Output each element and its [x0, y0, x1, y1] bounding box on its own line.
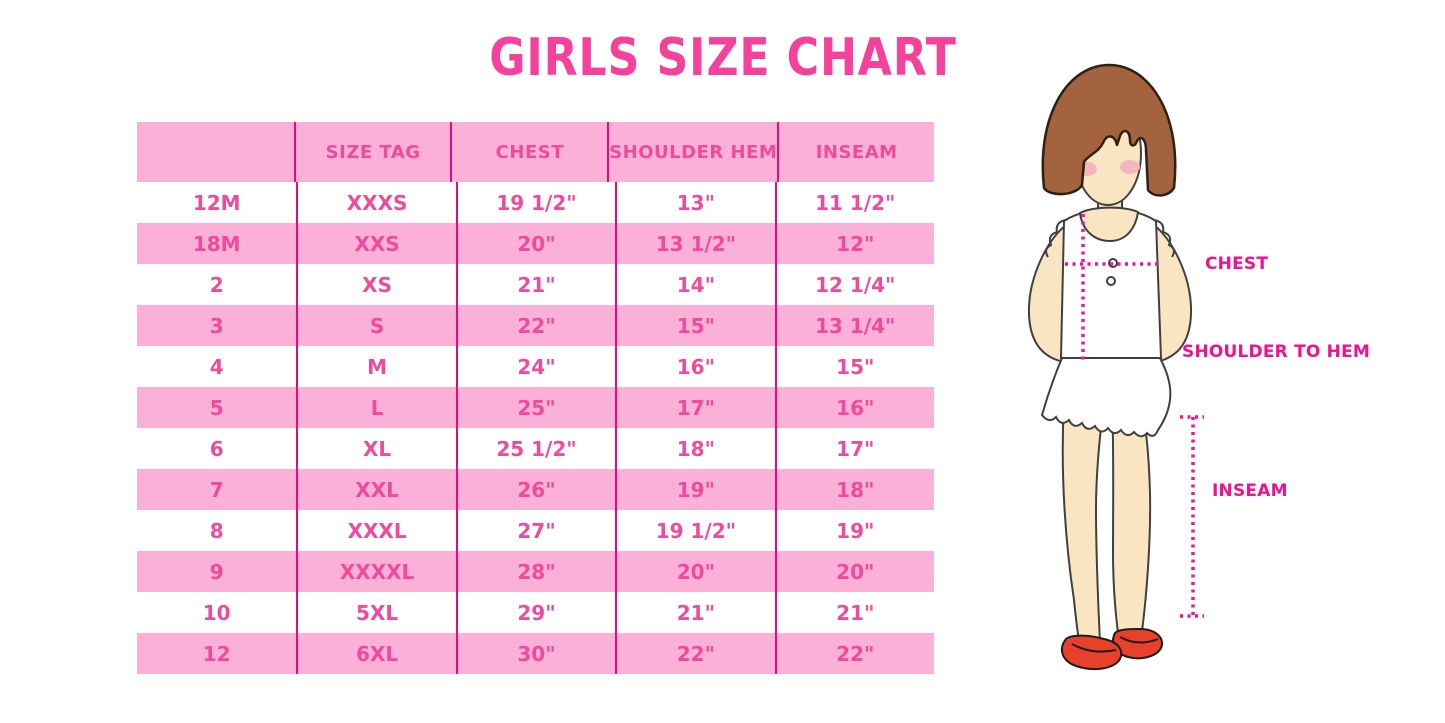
cell-inseam: 21": [774, 592, 934, 633]
cell-shoulder-hem: 20": [615, 551, 774, 592]
cell-inseam: 15": [774, 346, 934, 387]
cell-size: 18M: [192, 231, 241, 256]
cell-chest: 21": [455, 264, 615, 305]
table-row: 8 XXXL 27" 19 1/2" 19": [137, 510, 934, 551]
table-row: 12 6XL 30" 22" 22": [137, 633, 934, 674]
cell-size-tag: S: [296, 305, 455, 346]
cell-shoulder-hem: 18": [615, 428, 774, 469]
page-title-text: GIRLS SIZE CHART: [488, 28, 957, 88]
cell-size: 9: [209, 559, 224, 584]
cell-size-tag: XS: [296, 264, 455, 305]
cell-chest: 28": [455, 551, 615, 592]
cell-size: 10: [202, 600, 231, 625]
cell-size-tag: XXS: [296, 223, 455, 264]
cell-shoulder-hem: 17": [615, 387, 774, 428]
page-title: GIRLS SIZE CHART: [0, 28, 1445, 88]
girl-figure-svg: [1027, 63, 1204, 671]
cell-size: 6: [209, 436, 224, 461]
header-cell-inseam: INSEAM: [777, 122, 934, 182]
cell-inseam: 18": [774, 469, 934, 510]
cell-shoulder-hem: 13 1/2": [615, 223, 774, 264]
table-row: 6 XL 25 1/2" 18" 17": [137, 428, 934, 469]
cell-size: 12: [202, 641, 231, 666]
cell-size-tag: XL: [296, 428, 455, 469]
cell-size: 7: [209, 477, 224, 502]
cell-shoulder-hem: 19": [615, 469, 774, 510]
cell-size: 12M: [192, 190, 241, 215]
table-header-row: SIZE TAG CHEST SHOULDER HEM INSEAM: [137, 122, 934, 182]
cell-size: 4: [209, 354, 224, 379]
shoes: [1060, 627, 1164, 671]
cell-inseam: 12 1/4": [774, 264, 934, 305]
header-cell-size: [137, 122, 294, 182]
cell-shoulder-hem: 19 1/2": [615, 510, 774, 551]
size-chart-table: SIZE TAG CHEST SHOULDER HEM INSEAM 12M X…: [137, 122, 934, 674]
cell-shoulder-hem: 13": [615, 182, 774, 223]
cell-chest: 20": [455, 223, 615, 264]
shoulder-ruffles: [1045, 219, 1175, 258]
cell-inseam: 11 1/2": [774, 182, 934, 223]
hair: [1041, 63, 1177, 197]
table-row: 18M XXS 20" 13 1/2" 12": [137, 223, 934, 264]
cell-chest: 19 1/2": [455, 182, 615, 223]
cell-size: 5: [209, 395, 224, 420]
cell-size-tag: XXXXL: [296, 551, 455, 592]
cell-size: 2: [209, 272, 224, 297]
table-row: 12M XXXS 19 1/2" 13" 11 1/2": [137, 182, 934, 223]
cell-chest: 25": [455, 387, 615, 428]
cell-chest: 26": [455, 469, 615, 510]
cell-chest: 29": [455, 592, 615, 633]
cell-size: 3: [209, 313, 224, 338]
table-body: 12M XXXS 19 1/2" 13" 11 1/2" 18M XXS 20"…: [137, 182, 934, 674]
cell-chest: 22": [455, 305, 615, 346]
cell-inseam: 20": [774, 551, 934, 592]
cell-shoulder-hem: 21": [615, 592, 774, 633]
table-row: 2 XS 21" 14" 12 1/4": [137, 264, 934, 305]
cell-shoulder-hem: 22": [615, 633, 774, 674]
legs: [1061, 402, 1152, 644]
cell-size-tag: XXL: [296, 469, 455, 510]
cell-size-tag: XXXS: [296, 182, 455, 223]
header-cell-size-tag: SIZE TAG: [293, 122, 451, 182]
cell-chest: 27": [455, 510, 615, 551]
cell-size: 8: [209, 518, 224, 543]
cell-size-tag: M: [296, 346, 455, 387]
header-cell-chest: CHEST: [450, 122, 607, 182]
table-row: 3 S 22" 15" 13 1/4": [137, 305, 934, 346]
girl-illustration: [1020, 55, 1360, 695]
cell-size-tag: L: [296, 387, 455, 428]
table-row: 4 M 24" 16" 15": [137, 346, 934, 387]
shoulder-to-hem-label: SHOULDER TO HEM: [1182, 342, 1371, 362]
table-row: 10 5XL 29" 21" 21": [137, 592, 934, 633]
table-row: 5 L 25" 17" 16": [137, 387, 934, 428]
cell-size-tag: 6XL: [296, 633, 455, 674]
inseam-label: INSEAM: [1212, 481, 1288, 501]
cell-shoulder-hem: 15": [615, 305, 774, 346]
cell-chest: 24": [455, 346, 615, 387]
cell-inseam: 19": [774, 510, 934, 551]
cell-shoulder-hem: 16": [615, 346, 774, 387]
neckline: [1078, 206, 1140, 243]
table-row: 7 XXL 26" 19" 18": [137, 469, 934, 510]
skirt: [1040, 357, 1172, 438]
cell-chest: 30": [455, 633, 615, 674]
cell-inseam: 13 1/4": [774, 305, 934, 346]
cell-inseam: 17": [774, 428, 934, 469]
cell-inseam: 22": [774, 633, 934, 674]
header-cell-shoulder-hem: SHOULDER HEM: [607, 122, 777, 182]
table-row: 9 XXXXL 28" 20" 20": [137, 551, 934, 592]
cell-size-tag: XXXL: [296, 510, 455, 551]
cell-chest: 25 1/2": [455, 428, 615, 469]
chest-label: CHEST: [1205, 254, 1269, 274]
measurement-lines: [1065, 214, 1204, 618]
cell-shoulder-hem: 14": [615, 264, 774, 305]
cell-inseam: 12": [774, 223, 934, 264]
cell-size-tag: 5XL: [296, 592, 455, 633]
cell-inseam: 16": [774, 387, 934, 428]
